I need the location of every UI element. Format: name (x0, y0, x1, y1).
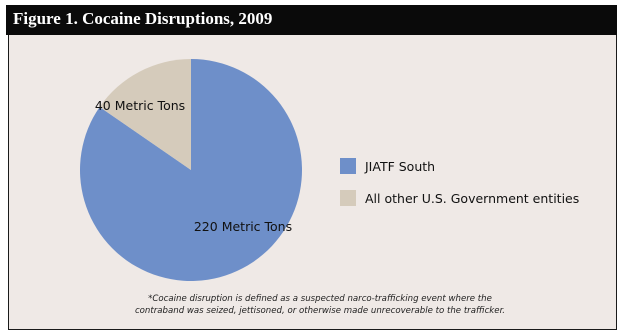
legend-swatch-jiatf-south (340, 158, 356, 174)
footnote-line-1: *Cocaine disruption is defined as a susp… (148, 294, 492, 304)
legend-label-other-entities: All other U.S. Government entities (365, 190, 580, 206)
legend: JIATF South All other U.S. Government en… (340, 156, 579, 220)
slice-label-other-entities: 40 Metric Tons (95, 98, 185, 113)
footnote: *Cocaine disruption is defined as a susp… (60, 294, 580, 317)
legend-item-other-entities: All other U.S. Government entities (340, 188, 579, 208)
slice-label-jiatf-south: 220 Metric Tons (194, 219, 292, 234)
figure-title: Figure 1. Cocaine Disruptions, 2009 (13, 9, 273, 28)
legend-item-jiatf-south: JIATF South (340, 156, 579, 176)
footnote-line-2: contraband was seized, jettisoned, or ot… (134, 305, 506, 316)
title-bar: Figure 1. Cocaine Disruptions, 2009 (6, 5, 617, 35)
panel-bottom-border (8, 329, 617, 330)
pie-slice-other-entities (99, 59, 191, 170)
legend-swatch-other-entities (340, 190, 356, 206)
legend-label-jiatf-south: JIATF South (365, 158, 436, 174)
pie-slice-jiatf-south (79, 59, 302, 281)
